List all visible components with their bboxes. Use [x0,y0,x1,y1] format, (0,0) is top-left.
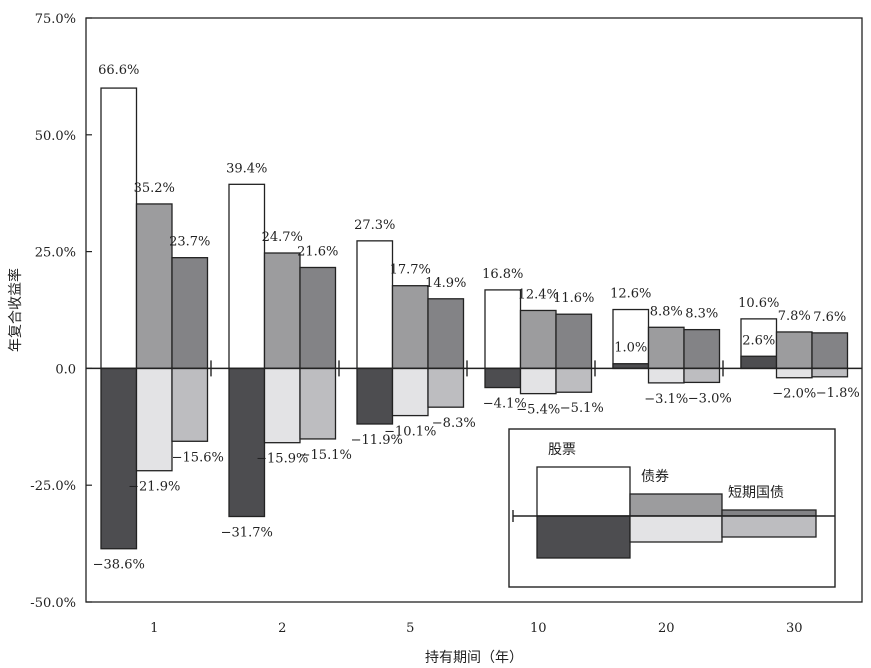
bar-min [228,367,266,518]
bar-min [811,367,849,378]
bar-max [135,203,173,370]
bar-min [647,367,685,384]
data-label-min: −1.8% [816,386,860,401]
data-label-max: 16.8% [482,267,523,282]
bar-max [612,308,650,370]
legend-swatch-min [536,515,631,559]
y-tick-label: -50.0% [30,596,76,611]
data-label-min: −2.0% [772,387,816,402]
data-label-max: 17.7% [390,263,431,278]
bar-min [356,367,394,425]
bar-max [228,183,266,370]
bar-min [683,367,721,384]
data-label-max: 35.2% [134,181,175,196]
y-tick-label: 75.0% [35,12,76,27]
legend-label: 股票 [548,442,576,458]
bar-max [427,298,465,370]
data-label-min: −31.7% [221,526,273,541]
x-tick-label: 30 [786,621,803,636]
data-label-max: 27.3% [354,218,395,233]
data-label-max: 21.6% [297,244,338,259]
bar-min [299,367,337,440]
data-label-min: −15.9% [256,452,308,467]
bar-min [263,367,301,444]
data-label-max: 8.8% [650,304,683,319]
bar-max [811,332,849,370]
plot-frame [85,17,863,603]
data-label-min: −4.1% [483,397,527,412]
bar-max [263,252,301,370]
data-label-min: 1.0% [614,341,647,356]
bar-min [775,367,813,379]
legend-swatch-max [721,509,817,517]
data-label-max: 24.7% [262,230,303,245]
legend-swatch-min [721,515,817,538]
bar-min [555,367,593,393]
x-tick-label: 5 [406,621,414,636]
x-axis-title: 持有期间（年） [425,650,523,666]
y-tick-label: -25.0% [30,479,76,494]
y-tick-label: 50.0% [35,129,76,144]
legend-label: 债券 [641,469,669,485]
bar-max [391,285,429,370]
y-axis-title: 年复合收益率 [7,268,24,352]
bar-max [519,309,557,370]
bar-min [484,367,522,389]
data-label-max: 39.4% [226,161,267,176]
data-label-min: 2.6% [742,333,775,348]
legend-swatch-min [629,515,723,543]
data-label-max: 66.6% [98,63,139,78]
data-label-max: 14.9% [425,276,466,291]
data-label-max: 12.4% [518,287,559,302]
data-label-max: 7.8% [778,309,811,324]
x-tick-label: 10 [530,621,547,636]
bar-max [647,326,685,370]
legend-swatch-max [629,493,723,517]
data-label-min: −15.1% [300,448,352,463]
x-tick-label: 1 [150,621,158,636]
y-tick-label: 25.0% [35,246,76,261]
y-tick-label: 0.0 [55,362,76,377]
bar-max [356,240,394,370]
data-label-min: −15.6% [172,450,224,465]
bar-max [683,328,721,370]
data-label-max: 8.3% [685,307,718,322]
data-label-min: −10.1% [384,425,436,440]
bar-max [775,331,813,370]
bar-min [391,367,429,417]
bar-min [135,367,173,472]
data-label-min: −5.4% [516,403,560,418]
bar-max [484,289,522,370]
data-label-min: −3.0% [688,391,732,406]
data-label-min: −5.1% [560,401,604,416]
bar-max [555,313,593,370]
bar-min [171,367,209,442]
x-tick-label: 2 [278,621,286,636]
bar-max [299,266,337,370]
x-tick-label: 20 [658,621,675,636]
bar-min [740,355,778,370]
legend-swatch-max [536,466,631,517]
data-label-min: −11.9% [351,433,403,448]
legend-label: 短期国债 [728,485,784,501]
data-label-min: −21.9% [128,480,180,495]
bar-min [427,367,465,408]
data-label-max: 11.6% [553,291,594,306]
data-label-max: 23.7% [169,235,210,250]
bar-min [519,367,557,395]
data-label-min: −8.3% [432,416,476,431]
data-label-max: 12.6% [610,287,651,302]
bar-min [100,367,138,550]
data-label-max: 10.6% [738,296,779,311]
bar-max [100,87,138,370]
bar-max [171,257,209,370]
data-label-min: −3.1% [644,392,688,407]
data-label-max: 7.6% [813,310,846,325]
data-label-min: −38.6% [93,558,145,573]
